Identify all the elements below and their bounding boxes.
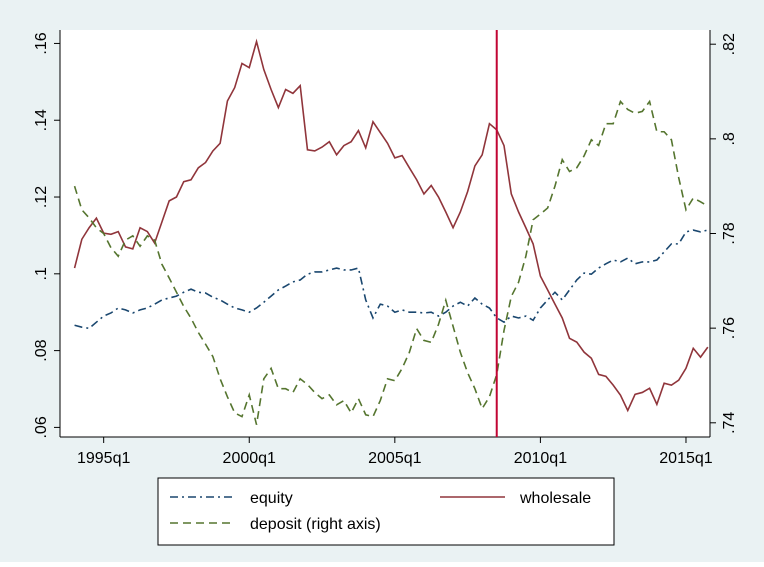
y2-tick-label: .82 <box>721 33 738 55</box>
y-tick-label: .1 <box>33 267 50 280</box>
series-line <box>73 38 709 413</box>
x-tick-label: 2015q1 <box>659 450 712 467</box>
y2-tick-label: .74 <box>721 412 738 434</box>
x-tick-label: 1995q1 <box>77 450 130 467</box>
y2-tick-label: .76 <box>721 317 738 339</box>
x-tick-label: 2000q1 <box>223 450 276 467</box>
legend-label: equity <box>250 490 293 507</box>
plot-area <box>60 30 710 437</box>
legend-label: deposit (right axis) <box>250 516 381 533</box>
series-line <box>73 99 709 425</box>
legend <box>157 477 615 546</box>
y-tick-label: .12 <box>33 186 50 208</box>
y2-tick-label: .8 <box>721 132 738 145</box>
y-tick-label: .14 <box>33 109 50 131</box>
x-tick-label: 2010q1 <box>514 450 567 467</box>
legend-label: wholesale <box>519 490 591 507</box>
y-tick-label: .06 <box>33 416 50 438</box>
y-tick-label: .08 <box>33 339 50 361</box>
y2-tick-label: .78 <box>721 222 738 244</box>
x-tick-label: 2005q1 <box>368 450 421 467</box>
y-tick-label: .16 <box>33 32 50 54</box>
